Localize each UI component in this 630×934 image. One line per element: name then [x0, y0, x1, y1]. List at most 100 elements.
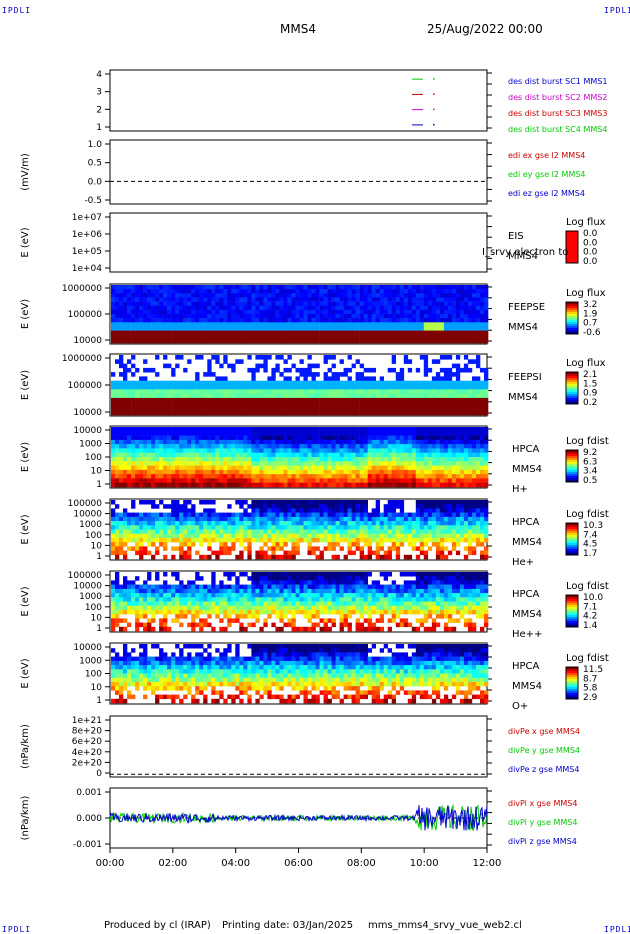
- spectrogram-cell: [183, 482, 188, 488]
- spectrogram-cell: [147, 465, 152, 471]
- spectrogram-cell: [463, 334, 469, 340]
- colorbar-segment: [566, 255, 578, 258]
- spectrogram-cell: [131, 301, 136, 306]
- spectrogram-cell: [431, 359, 437, 364]
- spectrogram-cell: [215, 380, 220, 386]
- spectrogram-cell: [463, 393, 469, 399]
- spectrogram-cell: [307, 318, 312, 323]
- spectrogram-cell: [399, 474, 405, 479]
- spectrogram-cell: [375, 402, 380, 407]
- spectrogram-cell: [155, 318, 160, 323]
- spectrogram-cell: [359, 537, 364, 543]
- spectrogram-cell: [291, 461, 296, 466]
- spectrogram-cell: [231, 338, 236, 344]
- spectrogram-cell: [147, 318, 152, 323]
- spectrogram-cell: [451, 410, 457, 416]
- spectrogram-cell: [319, 512, 324, 518]
- spectrogram-cell: [371, 482, 376, 488]
- spectrogram-cell: [343, 516, 348, 522]
- colorbar-segment: [566, 326, 578, 329]
- spectrogram-cell: [203, 297, 208, 302]
- spectrogram-cell: [231, 334, 236, 340]
- spectrogram-cell: [415, 397, 421, 403]
- spectrogram-cell: [335, 444, 340, 449]
- spectrogram-cell: [263, 533, 268, 539]
- spectrogram-cell: [343, 305, 348, 311]
- spectrogram-cell: [267, 516, 272, 522]
- spectrogram-cell: [423, 533, 429, 539]
- spectrogram-cell: [187, 393, 192, 399]
- spectrogram-cell: [147, 550, 152, 556]
- spectrogram-cell: [203, 516, 208, 522]
- spectrogram-cell: [335, 330, 340, 335]
- spectrogram-cell: [131, 309, 136, 315]
- spectrogram-cell: [259, 355, 264, 360]
- spectrogram-cell: [439, 427, 445, 432]
- spectrogram-cell: [163, 326, 168, 331]
- spectrogram-cell: [415, 410, 421, 416]
- spectrogram-cell: [175, 326, 180, 331]
- spectrogram-cell: [472, 293, 477, 298]
- corner-label-top-right: IPDLI: [604, 6, 630, 15]
- spectrogram-cell: [159, 512, 164, 518]
- spectrogram-cell: [255, 474, 260, 479]
- spectrogram-cell: [443, 301, 449, 306]
- spectrogram-cell: [343, 554, 348, 560]
- colorbar-tick-label: 0.5: [583, 476, 597, 486]
- spectrogram-cell: [359, 322, 364, 327]
- spectrogram-cell: [463, 402, 469, 407]
- spectrogram-cell: [419, 318, 425, 323]
- spectrogram-cell: [379, 512, 384, 518]
- spectrogram-cell: [279, 439, 284, 445]
- spectrogram-cell: [319, 482, 324, 488]
- colorbar-tick-label: 0.0: [583, 248, 598, 258]
- spectrogram-cell: [472, 380, 477, 386]
- spectrogram-cell: [287, 431, 292, 436]
- spectrogram-cell: [215, 512, 220, 518]
- spectrogram-cell: [355, 301, 360, 306]
- spectrogram-cell: [247, 461, 252, 466]
- spectrogram-cell: [447, 285, 453, 290]
- spectrogram-cell: [255, 448, 260, 453]
- spectrogram-cell: [331, 452, 336, 458]
- spectrogram-cell: [343, 389, 348, 394]
- spectrogram-cell: [375, 465, 380, 471]
- spectrogram-cell: [419, 406, 425, 411]
- spectrogram-cell: [139, 318, 144, 323]
- colorbar-tick-label: 0.9: [583, 389, 598, 399]
- spectrogram-cell: [443, 372, 449, 377]
- spectrogram-cell: [183, 521, 188, 526]
- spectrogram-cell: [395, 338, 401, 344]
- spectrogram-cell: [323, 305, 328, 311]
- spectrogram-cell: [363, 285, 368, 290]
- spectrogram-cell: [127, 330, 132, 335]
- y-tick-label: 10000: [73, 582, 102, 592]
- spectrogram-cell: [207, 431, 212, 436]
- spectrogram-cell: [455, 448, 461, 453]
- spectrogram-cell: [359, 305, 364, 311]
- spectrogram-cell: [223, 542, 228, 547]
- colorbar-segment: [566, 316, 578, 319]
- spectrogram-cell: [291, 508, 296, 513]
- colorbar-segment: [566, 304, 578, 307]
- spectrogram-cell: [135, 293, 140, 298]
- spectrogram-cell: [111, 427, 116, 432]
- spectrogram-cell: [187, 452, 192, 458]
- spectrogram-cell: [239, 427, 244, 432]
- spectrogram-cell: [455, 435, 461, 441]
- spectrogram-cell: [476, 516, 481, 522]
- spectrogram-cell: [167, 457, 172, 462]
- colorbar-segment: [566, 382, 578, 385]
- spectrogram-cell: [187, 305, 192, 311]
- spectrogram-cell: [279, 393, 284, 399]
- spectrogram-cell: [484, 469, 489, 475]
- spectrogram-cell: [307, 448, 312, 453]
- spectrogram-cell: [463, 448, 469, 453]
- spectrogram-cell: [484, 410, 489, 416]
- spectrogram-cell: [319, 406, 324, 411]
- spectrogram-cell: [375, 529, 380, 534]
- spectrogram-cell: [387, 521, 392, 526]
- spectrogram-cell: [291, 448, 296, 453]
- spectrogram-cell: [299, 529, 304, 534]
- spectrogram-cell: [379, 406, 384, 411]
